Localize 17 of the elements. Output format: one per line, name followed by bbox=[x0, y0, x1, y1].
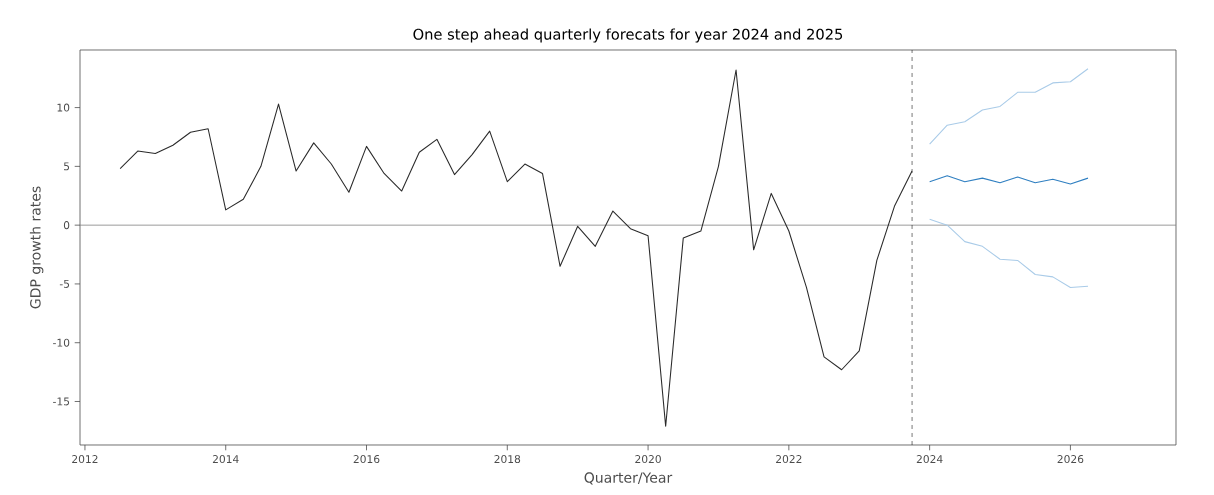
x-tick-label: 2026 bbox=[1057, 455, 1084, 464]
y-tick-label: -15 bbox=[53, 397, 70, 406]
x-tick-label: 2014 bbox=[212, 455, 239, 464]
x-tick-label: 2020 bbox=[635, 455, 661, 464]
x-tick-label: 2022 bbox=[776, 455, 802, 464]
y-tick-label: 0 bbox=[63, 221, 70, 230]
x-tick-label: 2016 bbox=[353, 455, 380, 464]
y-tick-label: 5 bbox=[64, 162, 70, 171]
x-tick-label: 2012 bbox=[72, 455, 98, 464]
y-tick-label: 10 bbox=[57, 103, 70, 112]
x-tick-label: 2018 bbox=[494, 455, 521, 464]
y-axis-title: GDP growth rates bbox=[29, 186, 44, 309]
x-axis-title: Quarter/Year bbox=[584, 472, 673, 485]
y-tick-label: -10 bbox=[53, 338, 70, 347]
x-tick-label: 2024 bbox=[916, 455, 943, 464]
y-tick-label: -5 bbox=[59, 279, 70, 288]
chart-title: One step ahead quarterly forecats for year 2024 and 2025 bbox=[413, 28, 843, 43]
